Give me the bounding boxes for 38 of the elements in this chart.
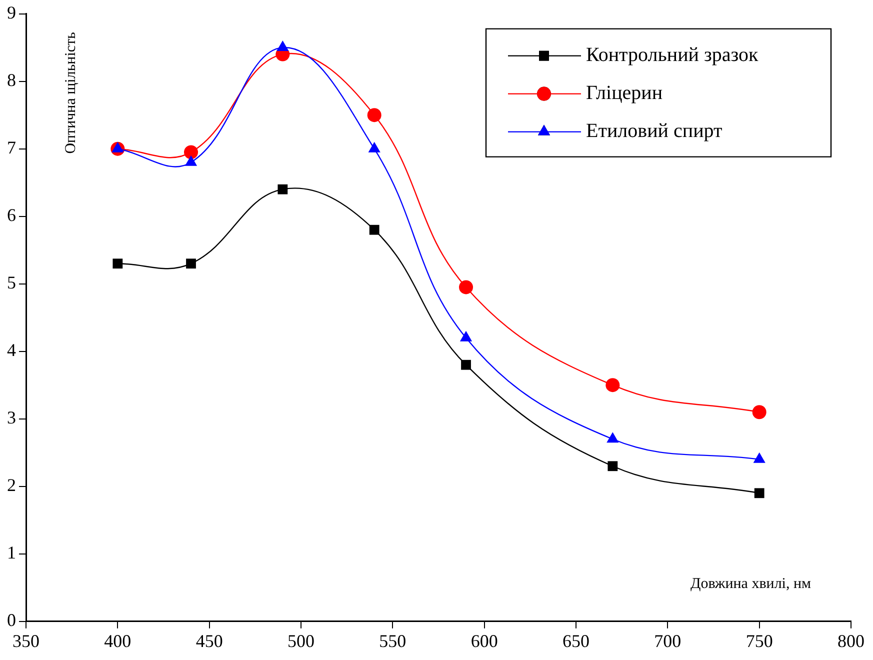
point xyxy=(461,360,471,370)
point xyxy=(608,461,618,472)
x-tick-label: 700 xyxy=(654,630,682,651)
y-tick-label: 5 xyxy=(7,272,16,293)
x-tick-label: 550 xyxy=(379,630,406,651)
y-tick-label: 0 xyxy=(7,610,16,630)
legend-label: Контрольний зразок xyxy=(586,44,759,66)
point xyxy=(369,224,380,235)
point xyxy=(754,488,764,498)
y-tick-label: 1 xyxy=(7,542,16,563)
y-tick-label: 9 xyxy=(7,2,16,23)
point xyxy=(276,40,289,52)
x-tick-label: 400 xyxy=(104,630,132,651)
point xyxy=(184,145,198,160)
y-tick-label: 8 xyxy=(7,70,16,90)
point xyxy=(367,108,382,122)
x-tick-label: 800 xyxy=(838,630,864,651)
point xyxy=(459,280,473,294)
x-tick-label: 350 xyxy=(12,630,40,651)
point xyxy=(606,378,620,392)
point xyxy=(752,405,766,420)
y-axis-title: Оптична щільність xyxy=(62,32,79,154)
point xyxy=(186,258,196,269)
y-tick-label: 6 xyxy=(7,205,16,226)
point xyxy=(112,258,123,269)
x-tick-label: 650 xyxy=(562,630,590,651)
y-tick-label: 7 xyxy=(7,138,16,158)
x-axis-title: Довжина хвилі, нм xyxy=(690,576,812,592)
x-tick-label: 450 xyxy=(196,630,223,651)
x-tick-label: 500 xyxy=(288,630,314,651)
y-tick-label: 2 xyxy=(7,475,16,496)
legend-label: Етиловий спирт xyxy=(586,120,723,142)
x-tick-label: 600 xyxy=(470,630,498,651)
point xyxy=(278,184,288,194)
x-tick-label: 750 xyxy=(746,630,773,651)
y-tick-label: 3 xyxy=(7,408,16,428)
legend-label: Гліцерин xyxy=(586,82,663,104)
y-tick-label: 4 xyxy=(7,340,16,360)
